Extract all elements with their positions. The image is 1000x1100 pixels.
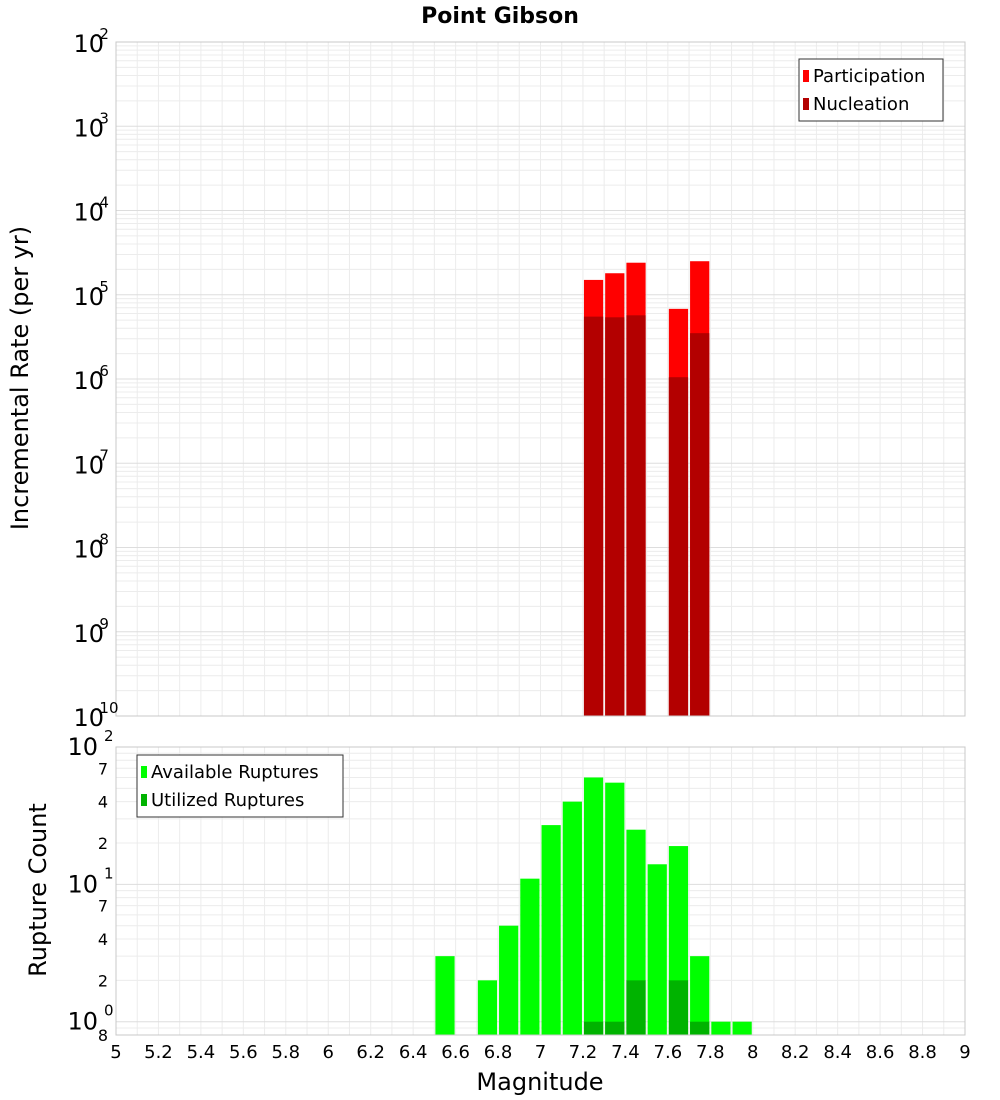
bottom-y-minor-tick-label: 8 (98, 1026, 108, 1045)
top-y-tick-exponent: -8 (94, 531, 109, 549)
x-tick-label: 8.6 (866, 1042, 895, 1063)
bottom-bar-s1 (541, 825, 561, 1035)
x-tick-label: 8 (747, 1042, 758, 1063)
bottom-y-tick-exponent: 2 (104, 727, 114, 745)
top-y-tick-exponent: -3 (94, 109, 109, 127)
chart-title: Point Gibson (421, 4, 579, 29)
top-legend-swatch (803, 70, 809, 82)
bottom-y-minor-tick-label: 4 (98, 793, 108, 812)
bottom-bar-s1 (499, 925, 519, 1035)
top-bar-s2 (605, 317, 625, 716)
x-tick-label: 7.2 (569, 1042, 598, 1063)
top-legend-box (798, 58, 944, 122)
top-plot-panel: 10-1010-910-810-710-610-510-410-310-2Par… (73, 25, 966, 732)
bottom-y-axis-label: Rupture Count (24, 803, 52, 977)
top-legend-label: Participation (813, 66, 925, 87)
bottom-bar-s1 (520, 878, 540, 1035)
top-legend-label: Nucleation (813, 94, 909, 115)
top-y-tick-label: 10 (73, 30, 104, 58)
top-y-tick-label: 10 (73, 114, 104, 142)
x-tick-label: 6.4 (399, 1042, 428, 1063)
x-axis-label: Magnitude (476, 1068, 603, 1096)
bottom-legend-swatch (141, 766, 147, 778)
bottom-bar-s2 (690, 1021, 710, 1035)
top-y-tick-label: 10 (73, 367, 104, 395)
bottom-y-minor-tick-label: 4 (98, 930, 108, 949)
bottom-bar-s1 (477, 980, 498, 1035)
bottom-y-tick-label: 10 (67, 870, 98, 898)
top-bar-s2 (690, 333, 710, 716)
bottom-bar-s1 (732, 1021, 752, 1035)
top-y-tick-exponent: -4 (94, 194, 109, 212)
bottom-plot-border (115, 746, 966, 1036)
top-y-tick-label: 10 (73, 620, 104, 648)
top-bar-s2 (668, 377, 689, 716)
bottom-bar-s1 (583, 777, 604, 1035)
x-tick-label: 9 (959, 1042, 970, 1063)
bottom-y-minor-tick-label: 7 (98, 897, 108, 916)
x-tick-label: 8.8 (908, 1042, 937, 1063)
x-tick-label: 8.4 (823, 1042, 852, 1063)
x-tick-label: 7.8 (696, 1042, 725, 1063)
x-tick-label: 8.2 (781, 1042, 810, 1063)
top-y-tick-exponent: -6 (94, 362, 109, 380)
top-y-tick-exponent: -2 (94, 25, 109, 43)
x-tick-label: 6.8 (484, 1042, 513, 1063)
bottom-legend-box (136, 754, 344, 818)
top-legend-swatch (803, 98, 809, 110)
bottom-legend-label: Utilized Ruptures (151, 790, 304, 811)
top-y-tick-label: 10 (73, 199, 104, 227)
top-y-tick-exponent: -7 (94, 446, 109, 464)
top-y-axis-label: Incremental Rate (per yr) (6, 226, 34, 530)
top-y-tick-label: 10 (73, 451, 104, 479)
bottom-bar-s2 (668, 980, 689, 1035)
top-plot-border (115, 41, 966, 717)
bottom-legend-swatch (141, 794, 147, 806)
x-tick-label: 5.8 (271, 1042, 300, 1063)
x-tick-label: 5.4 (187, 1042, 216, 1063)
x-tick-label: 7.4 (611, 1042, 640, 1063)
x-tick-label: 6 (323, 1042, 334, 1063)
bottom-bar-s2 (583, 1021, 604, 1035)
top-y-tick-label: 10 (73, 536, 104, 564)
x-tick-label: 5 (110, 1042, 121, 1063)
bottom-legend-label: Available Ruptures (151, 762, 319, 783)
top-y-tick-exponent: -10 (94, 699, 119, 717)
x-tick-label: 5.2 (144, 1042, 173, 1063)
bottom-y-minor-tick-label: 7 (98, 759, 108, 778)
bottom-bar-s1 (435, 956, 455, 1035)
bottom-bar-s1 (690, 956, 710, 1035)
bottom-bar-s2 (626, 980, 646, 1035)
top-bar-s2 (626, 315, 646, 716)
bottom-bar-s1 (605, 782, 625, 1035)
x-tick-label: 7.6 (654, 1042, 683, 1063)
x-tick-label: 5.6 (229, 1042, 258, 1063)
bottom-bar-s1 (711, 1021, 731, 1035)
bottom-y-minor-tick-label: 2 (98, 971, 108, 990)
bottom-y-tick-exponent: 1 (104, 864, 114, 882)
bottom-y-minor-tick-label: 2 (98, 834, 108, 853)
x-tick-label: 6.6 (441, 1042, 470, 1063)
top-y-tick-label: 10 (73, 283, 104, 311)
bottom-y-tick-label: 10 (67, 1008, 98, 1036)
top-y-tick-label: 10 (73, 704, 104, 732)
bottom-y-tick-label: 10 (67, 733, 98, 761)
top-bar-s2 (583, 316, 604, 716)
top-y-tick-exponent: -9 (94, 615, 109, 633)
top-y-tick-exponent: -5 (94, 278, 109, 296)
bottom-bar-s2 (605, 1021, 625, 1035)
x-tick-label: 7 (535, 1042, 546, 1063)
bottom-bar-s1 (647, 864, 667, 1035)
bottom-bar-s1 (562, 801, 582, 1035)
bottom-y-tick-exponent: 0 (104, 1002, 114, 1020)
x-tick-label: 6.2 (356, 1042, 385, 1063)
